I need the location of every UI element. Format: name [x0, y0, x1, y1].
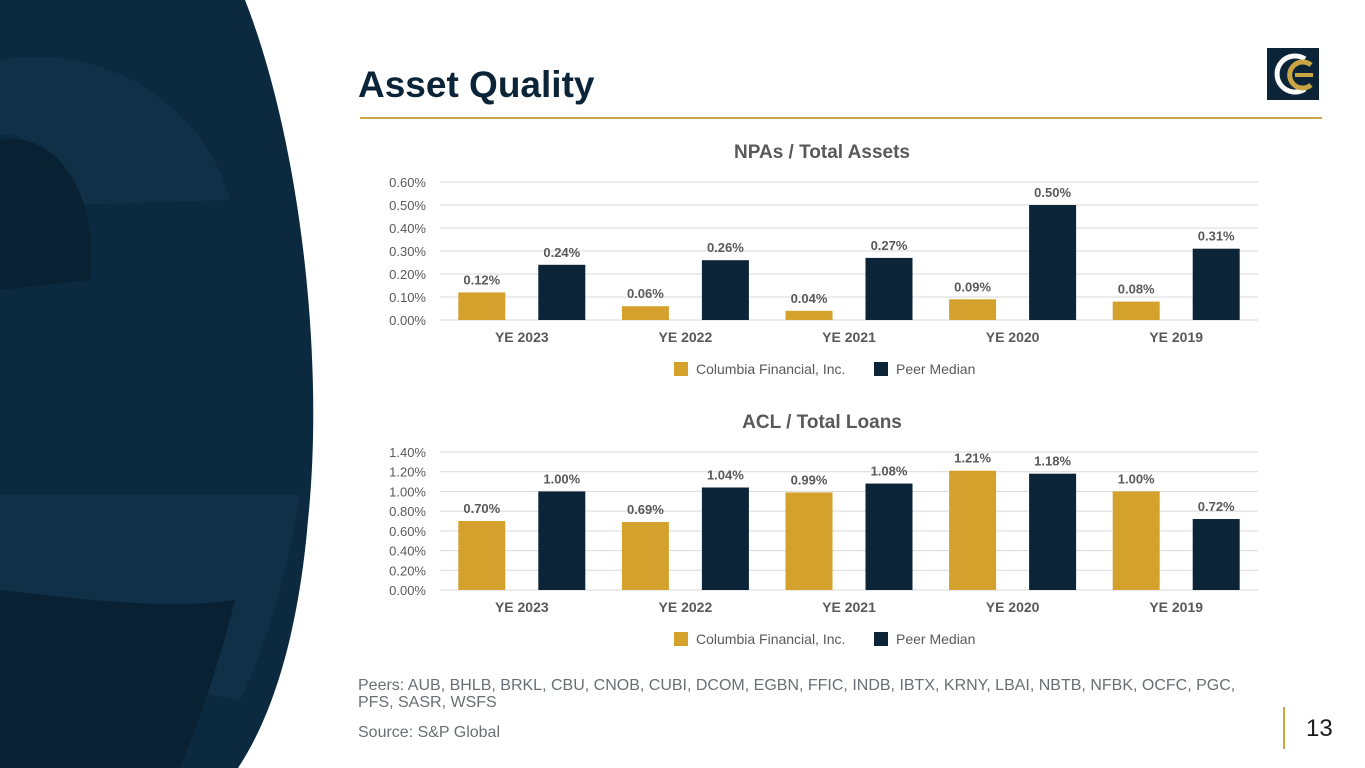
data-label: 0.31% — [1198, 229, 1235, 244]
x-tick-label: YE 2020 — [986, 599, 1040, 615]
data-label: 1.00% — [1118, 471, 1155, 486]
y-tick-label: 0.50% — [389, 198, 426, 213]
bar-peer-median — [1192, 519, 1240, 590]
x-tick-label: YE 2019 — [1149, 329, 1203, 345]
company-logo-icon — [1267, 48, 1319, 100]
data-label: 0.24% — [543, 245, 580, 260]
bar-peer-median — [701, 260, 749, 320]
bar-columbia — [785, 310, 833, 320]
x-tick-label: YE 2020 — [986, 329, 1040, 345]
bar-columbia — [621, 521, 669, 590]
npa-chart-svg: NPAs / Total Assets 0.00% 0.10% 0.20% 0.30% 0… — [389, 142, 1258, 377]
x-tick-label: YE 2021 — [822, 329, 876, 345]
bar-peer-median — [865, 257, 913, 320]
y-tick-label: 0.20% — [389, 563, 426, 578]
y-tick-label: 0.20% — [389, 267, 426, 282]
data-label: 0.04% — [791, 291, 828, 306]
peers-note: Peers: AUB, BHLB, BRKL, CBU, CNOB, CUBI,… — [358, 677, 1236, 711]
legend-label: Peer Median — [896, 361, 975, 377]
acl-chart: ACL / Total Loans 0.00% 0.20% 0.40% 0.60% 0.8… — [360, 407, 1280, 657]
y-tick-label: 0.10% — [389, 290, 426, 305]
data-label: 0.09% — [954, 279, 991, 294]
bar-columbia — [785, 492, 833, 590]
bar-peer-median — [1029, 205, 1077, 320]
bar-peer-median — [538, 264, 586, 320]
source-note: Source: S&P Global — [358, 724, 501, 741]
slide-title: Asset Quality — [358, 64, 595, 105]
legend-label: Peer Median — [896, 631, 975, 647]
y-tick-label: 0.30% — [389, 244, 426, 259]
chart-title: ACL / Total Loans — [742, 412, 902, 433]
data-label: 0.72% — [1198, 499, 1235, 514]
y-tick-label: 1.00% — [389, 484, 426, 499]
y-tick-label: 0.40% — [389, 221, 426, 236]
legend-swatch — [874, 632, 888, 646]
x-tick-label: YE 2023 — [495, 329, 549, 345]
bar-peer-median — [1192, 248, 1240, 320]
decorative-background-art — [0, 0, 314, 768]
bar-columbia — [949, 470, 997, 590]
legend-label: Columbia Financial, Inc. — [696, 361, 845, 377]
y-tick-label: 0.60% — [389, 524, 426, 539]
bar-columbia — [458, 292, 506, 320]
bar-columbia — [458, 521, 506, 590]
bar-columbia — [949, 299, 997, 320]
data-label: 1.00% — [543, 471, 580, 486]
data-label: 1.21% — [954, 451, 991, 466]
bar-peer-median — [701, 487, 749, 590]
bar-columbia — [621, 306, 669, 320]
legend-swatch — [674, 362, 688, 376]
legend-label: Columbia Financial, Inc. — [696, 631, 845, 647]
npa-chart: NPAs / Total Assets 0.00% 0.10% 0.20% 0.30% 0… — [360, 137, 1280, 387]
y-tick-label: 1.40% — [389, 445, 426, 460]
y-tick-label: 0.80% — [389, 504, 426, 519]
legend-swatch — [674, 632, 688, 646]
page-number-divider — [1283, 707, 1285, 749]
data-label: 1.08% — [871, 464, 908, 479]
data-label: 0.08% — [1118, 282, 1155, 297]
data-label: 1.18% — [1034, 454, 1071, 469]
bar-peer-median — [538, 491, 586, 590]
data-label: 0.26% — [707, 240, 744, 255]
bar-peer-median — [1029, 473, 1077, 590]
data-label: 0.06% — [627, 286, 664, 301]
data-label: 0.12% — [463, 272, 500, 287]
y-tick-label: 0.60% — [389, 175, 426, 190]
y-tick-label: 0.00% — [389, 313, 426, 328]
x-tick-label: YE 2021 — [822, 599, 876, 615]
data-label: 0.27% — [871, 238, 908, 253]
x-tick-label: YE 2022 — [659, 599, 713, 615]
bar-columbia — [1112, 491, 1160, 590]
data-label: 0.69% — [627, 502, 664, 517]
y-tick-label: 0.00% — [389, 583, 426, 598]
bar-peer-median — [865, 483, 913, 590]
y-tick-label: 0.40% — [389, 544, 426, 559]
bar-columbia — [1112, 301, 1160, 320]
x-tick-label: YE 2023 — [495, 599, 549, 615]
data-label: 0.99% — [791, 472, 828, 487]
acl-chart-svg: ACL / Total Loans 0.00% 0.20% 0.40% 0.60% 0.8… — [389, 412, 1258, 647]
data-label: 0.70% — [463, 501, 500, 516]
legend-swatch — [874, 362, 888, 376]
page-number: 13 — [1306, 715, 1333, 742]
chart-title: NPAs / Total Assets — [734, 142, 910, 163]
x-tick-label: YE 2019 — [1149, 599, 1203, 615]
data-label: 1.04% — [707, 467, 744, 482]
title-divider — [360, 117, 1322, 119]
y-tick-label: 1.20% — [389, 465, 426, 480]
data-label: 0.50% — [1034, 185, 1071, 200]
x-tick-label: YE 2022 — [659, 329, 713, 345]
